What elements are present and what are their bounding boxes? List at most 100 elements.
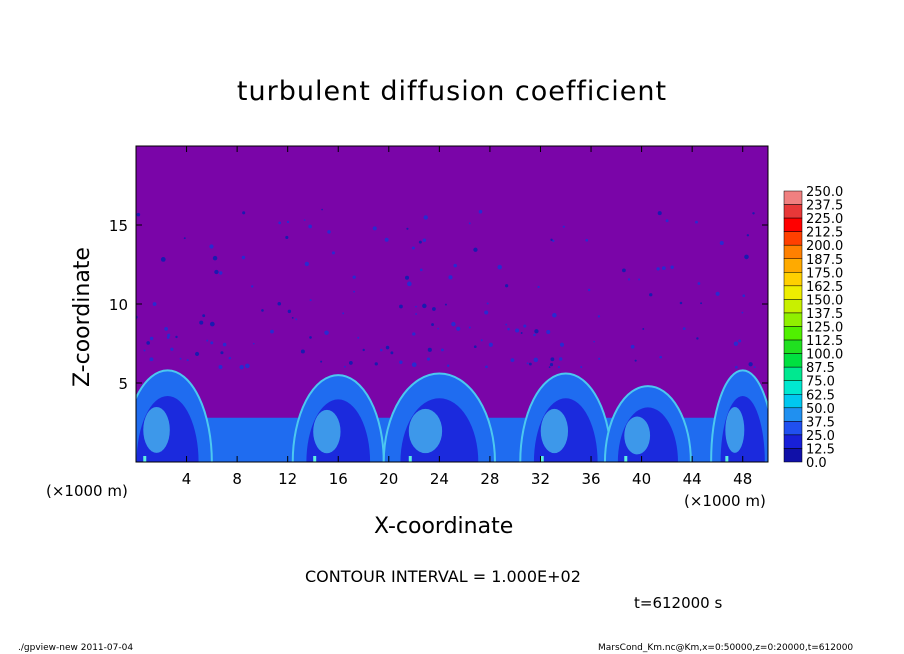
speckle [164, 327, 169, 331]
y-tick-label: 5 [118, 375, 128, 393]
plume-highlight [408, 408, 443, 454]
colorbar-swatch [783, 448, 803, 463]
speckle [186, 359, 189, 362]
contour-interval: CONTOUR INTERVAL = 1.000E+02 [305, 567, 581, 586]
speckle [557, 366, 561, 369]
speckle [546, 329, 551, 334]
speckle [733, 341, 739, 346]
speckle [468, 222, 471, 225]
speckle [486, 302, 489, 305]
colorbar-label: 175.0 [806, 266, 843, 281]
speckle [432, 307, 436, 311]
speckle [195, 351, 200, 357]
speckle [497, 264, 502, 270]
x-units-right: (×1000 m) [684, 492, 766, 510]
speckle [146, 341, 150, 345]
speckle [738, 339, 742, 343]
speckle [320, 360, 323, 363]
speckle [324, 330, 329, 335]
colorbar-swatch [783, 272, 803, 287]
speckle [528, 362, 532, 366]
x-tick-label: 24 [430, 470, 449, 488]
speckle [362, 348, 365, 352]
colorbar-label: 200.0 [806, 239, 843, 254]
speckle [480, 339, 483, 342]
speckle [558, 357, 563, 361]
speckle [665, 219, 669, 223]
speckle [291, 316, 294, 319]
heatmap-field [136, 369, 768, 462]
speckle [183, 237, 186, 240]
speckle [550, 357, 555, 362]
speckle [411, 362, 417, 368]
speckle [505, 284, 509, 288]
speckle [719, 240, 724, 245]
speckle [753, 366, 756, 369]
speckle [406, 281, 412, 287]
speckle [523, 324, 527, 328]
speckle [533, 333, 536, 337]
plume-highlight [624, 416, 651, 455]
speckle [149, 336, 154, 341]
speckle [451, 321, 456, 327]
colorbar-label: 62.5 [806, 388, 835, 403]
plume-streak [725, 456, 729, 462]
speckle [399, 360, 403, 364]
speckle [149, 357, 154, 362]
speckle [746, 234, 750, 237]
speckle [735, 365, 738, 369]
speckle [166, 336, 170, 339]
speckle [587, 288, 591, 292]
speckle [682, 327, 686, 331]
colorbar-label: 75.0 [806, 375, 835, 390]
speckle [484, 310, 489, 315]
speckle [270, 329, 274, 334]
colorbar-swatch [783, 394, 803, 409]
speckle [206, 339, 209, 342]
speckle [321, 208, 323, 211]
speckle [444, 303, 447, 306]
colorbar-swatch [783, 244, 803, 259]
speckle [353, 290, 356, 293]
speckle [622, 268, 626, 273]
colorbar-label: 100.0 [806, 348, 843, 363]
speckle [348, 361, 353, 365]
colorbar-label: 250.0 [806, 185, 843, 200]
speckle [242, 211, 246, 215]
colorbar-label: 37.5 [806, 415, 835, 430]
speckle [656, 267, 660, 271]
speckle [634, 359, 637, 362]
speckle [152, 302, 157, 306]
speckle [473, 247, 478, 252]
colorbar-label: 125.0 [806, 321, 843, 336]
speckle [679, 301, 683, 305]
speckle [526, 362, 529, 365]
speckle [422, 303, 427, 309]
speckle [598, 357, 601, 360]
x-tick-label: 32 [531, 470, 550, 488]
plume-highlight [540, 408, 569, 454]
colorbar-label: 112.5 [806, 334, 843, 349]
speckle [303, 219, 306, 221]
plume-streak [624, 456, 628, 462]
speckle [534, 329, 539, 334]
speckle [440, 348, 444, 352]
colorbar-label: 225.0 [806, 212, 843, 227]
speckle [220, 351, 224, 355]
time-label: t=612000 s [634, 594, 723, 612]
speckle [670, 265, 674, 269]
colorbar-swatch [783, 380, 803, 395]
speckle [344, 365, 346, 368]
speckle [287, 309, 292, 314]
speckle [448, 275, 453, 280]
y-tick-label: 15 [109, 217, 128, 235]
speckle [218, 365, 223, 370]
speckle [741, 311, 744, 314]
x-units-left: (×1000 m) [46, 482, 128, 500]
footer-right: MarsCond_Km.nc@Km,x=0:50000,z=0:20000,t=… [598, 643, 854, 653]
heatmap-speckles [136, 208, 756, 370]
speckle [562, 225, 565, 228]
speckle [412, 332, 416, 336]
speckle [695, 220, 698, 224]
speckle [456, 326, 461, 331]
